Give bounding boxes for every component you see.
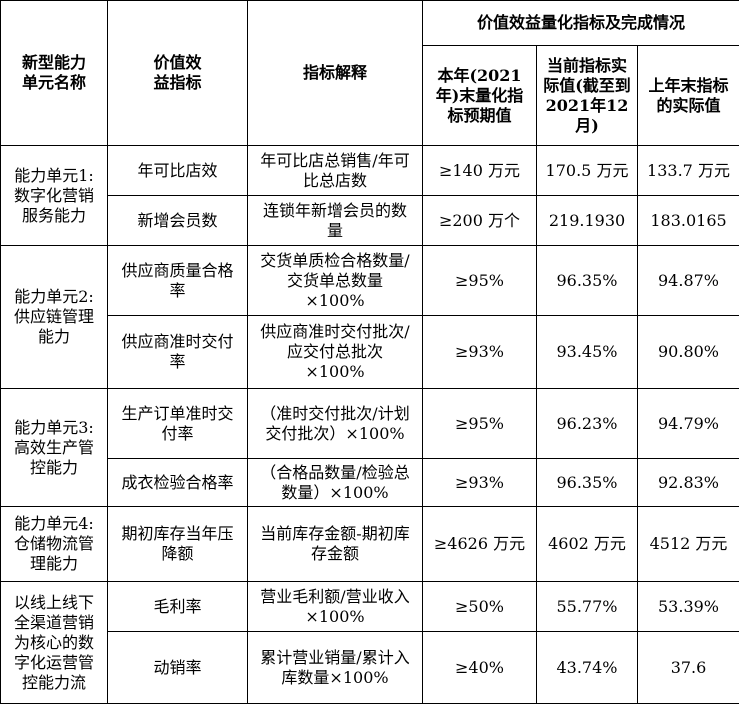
actual-cell: 93.45% [537, 316, 638, 389]
table-row: 动销率 累计营业销量/累计入库数量×100% ≥40% 43.74% 37.6 [1, 632, 739, 704]
actual-cell: 96.23% [537, 389, 638, 459]
explain-cell: （准时交付批次/计划交付批次）×100% [248, 389, 423, 459]
target-cell: ≥93% [423, 459, 537, 507]
unit-cell: 能力单元3:高效生产管控能力 [1, 389, 108, 507]
unit-cell: 以线上线下全渠道营销为核心的数字化运营管控能力流 [1, 582, 108, 704]
indicator-cell: 新增会员数 [108, 196, 248, 246]
table-row: 能力单元2:供应链管理能力 供应商质量合格率 交货单质检合格数量/交货单总数量×… [1, 246, 739, 316]
actual-cell: 219.1930 [537, 196, 638, 246]
header-last: 上年末指标的实际值 [638, 46, 739, 146]
target-cell: ≥140 万元 [423, 146, 537, 196]
table-row: 能力单元1:数字化营销服务能力 年可比店效 年可比店总销售/年可比总店数 ≥14… [1, 146, 739, 196]
table-row: 供应商准时交付率 供应商准时交付批次/应交付总批次×100% ≥93% 93.4… [1, 316, 739, 389]
unit-cell: 能力单元1:数字化营销服务能力 [1, 146, 108, 246]
target-cell: ≥4626 万元 [423, 507, 537, 582]
explain-cell: 连锁年新增会员的数量 [248, 196, 423, 246]
header-row-1: 新型能力单元名称 价值效益指标 指标解释 价值效益量化指标及完成情况 [1, 1, 739, 46]
indicator-cell: 毛利率 [108, 582, 248, 632]
table-row: 以线上线下全渠道营销为核心的数字化运营管控能力流 毛利率 营业毛利额/营业收入×… [1, 582, 739, 632]
indicator-cell: 成衣检验合格率 [108, 459, 248, 507]
target-cell: ≥200 万个 [423, 196, 537, 246]
header-target: 本年(2021年)末量化指标预期值 [423, 46, 537, 146]
actual-cell: 96.35% [537, 246, 638, 316]
last-cell: 37.6 [638, 632, 739, 704]
target-cell: ≥95% [423, 246, 537, 316]
last-cell: 53.39% [638, 582, 739, 632]
target-cell: ≥93% [423, 316, 537, 389]
indicator-cell: 供应商准时交付率 [108, 316, 248, 389]
indicator-cell: 年可比店效 [108, 146, 248, 196]
last-cell: 90.80% [638, 316, 739, 389]
explain-cell: （合格品数量/检验总数量）×100% [248, 459, 423, 507]
target-cell: ≥95% [423, 389, 537, 459]
last-cell: 4512 万元 [638, 507, 739, 582]
last-cell: 94.79% [638, 389, 739, 459]
actual-cell: 170.5 万元 [537, 146, 638, 196]
header-unit: 新型能力单元名称 [1, 1, 108, 146]
unit-cell: 能力单元4:仓储物流管理能力 [1, 507, 108, 582]
indicator-cell: 期初库存当年压降额 [108, 507, 248, 582]
indicator-cell: 供应商质量合格率 [108, 246, 248, 316]
table-row: 成衣检验合格率 （合格品数量/检验总数量）×100% ≥93% 96.35% 9… [1, 459, 739, 507]
explain-cell: 交货单质检合格数量/交货单总数量×100% [248, 246, 423, 316]
last-cell: 133.7 万元 [638, 146, 739, 196]
explain-cell: 年可比店总销售/年可比总店数 [248, 146, 423, 196]
last-cell: 92.83% [638, 459, 739, 507]
actual-cell: 43.74% [537, 632, 638, 704]
last-cell: 183.0165 [638, 196, 739, 246]
table-row: 新增会员数 连锁年新增会员的数量 ≥200 万个 219.1930 183.01… [1, 196, 739, 246]
header-actual: 当前指标实际值(截至到2021年12月) [537, 46, 638, 146]
table-row: 能力单元3:高效生产管控能力 生产订单准时交付率 （准时交付批次/计划交付批次）… [1, 389, 739, 459]
header-explain: 指标解释 [248, 1, 423, 146]
header-group: 价值效益量化指标及完成情况 [423, 1, 739, 46]
explain-cell: 营业毛利额/营业收入×100% [248, 582, 423, 632]
header-indicator: 价值效益指标 [108, 1, 248, 146]
target-cell: ≥50% [423, 582, 537, 632]
explain-cell: 累计营业销量/累计入库数量×100% [248, 632, 423, 704]
indicator-cell: 生产订单准时交付率 [108, 389, 248, 459]
explain-cell: 供应商准时交付批次/应交付总批次×100% [248, 316, 423, 389]
actual-cell: 96.35% [537, 459, 638, 507]
table-row: 能力单元4:仓储物流管理能力 期初库存当年压降额 当前库存金额-期初库存金额 ≥… [1, 507, 739, 582]
indicator-cell: 动销率 [108, 632, 248, 704]
target-cell: ≥40% [423, 632, 537, 704]
actual-cell: 4602 万元 [537, 507, 638, 582]
last-cell: 94.87% [638, 246, 739, 316]
unit-cell: 能力单元2:供应链管理能力 [1, 246, 108, 389]
explain-cell: 当前库存金额-期初库存金额 [248, 507, 423, 582]
actual-cell: 55.77% [537, 582, 638, 632]
